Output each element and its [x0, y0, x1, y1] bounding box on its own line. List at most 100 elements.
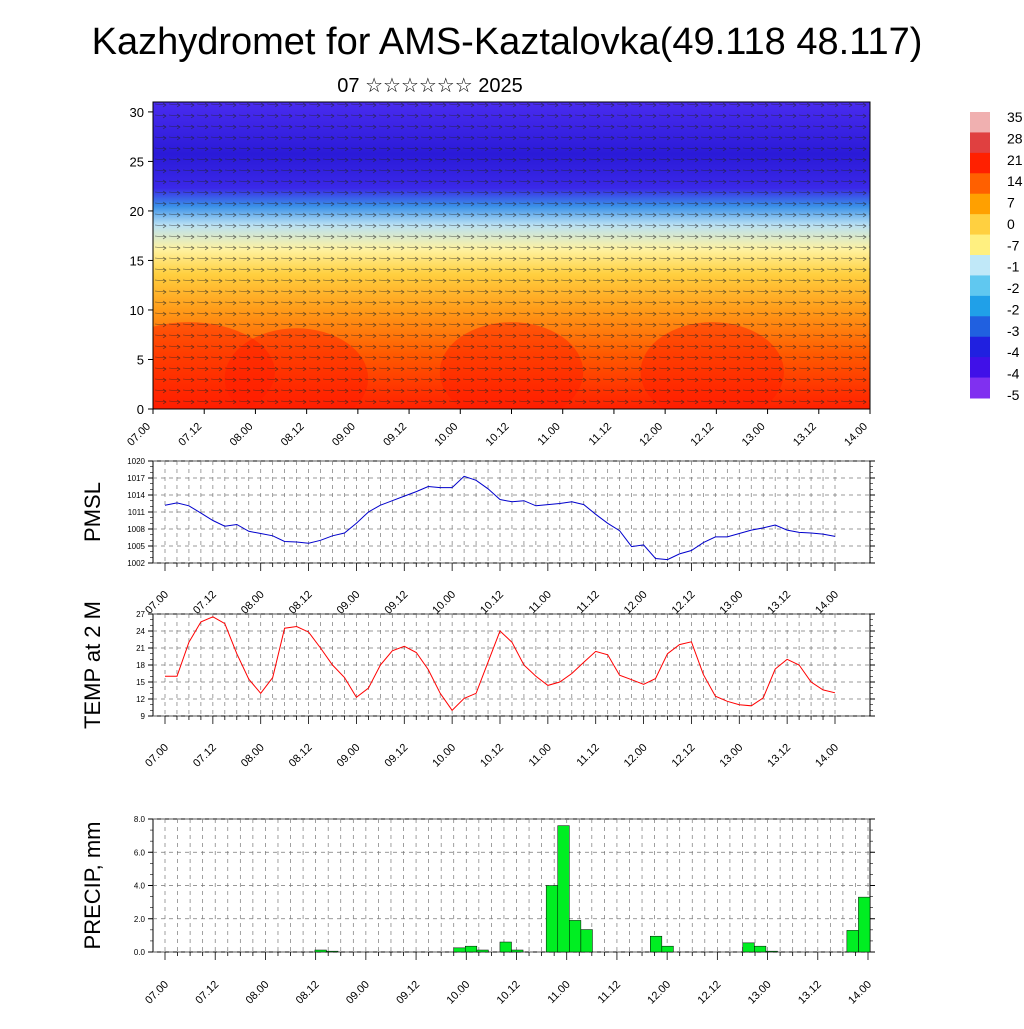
- x-tick-label: 07.12: [191, 742, 219, 770]
- precip-bar: [476, 949, 489, 953]
- chart-subtitle: 07 ☆☆☆☆☆☆ 2025: [337, 75, 522, 97]
- colorbar-swatch: [970, 214, 990, 236]
- x-tick-label: 09.12: [382, 742, 410, 770]
- x-tick-label: 10.00: [432, 421, 460, 449]
- y-axis-label: PRECIP, mm: [80, 822, 105, 950]
- x-tick-label: 09.00: [335, 589, 363, 617]
- y-tick-label: 0: [137, 402, 144, 417]
- precip-bar: [557, 825, 570, 953]
- x-tick-label: 07.12: [193, 979, 221, 1007]
- colorbar-swatch: [970, 295, 990, 317]
- x-tick-label: 14.00: [813, 589, 841, 617]
- precip-bar: [765, 950, 778, 953]
- colorbar-swatch: [970, 173, 990, 195]
- y-tick-label: 4.0: [134, 882, 146, 891]
- x-tick-label: 12.12: [696, 979, 724, 1007]
- colorbar-label: -3: [1007, 323, 1020, 339]
- x-tick-label: 11.12: [587, 421, 614, 448]
- x-tick-label: 09.12: [381, 421, 409, 449]
- x-tick-label: 13.12: [796, 979, 824, 1007]
- x-tick-label: 08.00: [239, 589, 267, 617]
- x-tick-label: 10.12: [478, 589, 506, 617]
- x-tick-label: 12.12: [689, 421, 717, 449]
- y-tick-label: 10: [130, 303, 144, 318]
- x-tick-label: 10.00: [444, 979, 472, 1007]
- y-tick-label: 25: [130, 154, 144, 169]
- colorbar-label: -2: [1007, 280, 1020, 296]
- y-tick-label: 1002: [127, 559, 145, 568]
- precip-bar: [754, 945, 767, 953]
- colorbar-label: -4: [1007, 366, 1020, 382]
- y-tick-label: 18: [136, 661, 145, 670]
- y-axis-label: PMSL: [80, 482, 105, 542]
- precip-bar: [326, 950, 339, 953]
- precip-bar: [453, 947, 466, 953]
- x-tick-label: 11.00: [527, 589, 554, 616]
- colorbar: 35 28 21 14 7 0 -7 -1 -2 -2 -3 -4 -4 -5: [970, 109, 1023, 403]
- y-tick-label: 2.0: [134, 915, 146, 924]
- x-tick-label: 10.00: [430, 589, 458, 617]
- y-tick-label: 5: [137, 352, 144, 367]
- panel-frame: [152, 818, 871, 953]
- x-tick-label: 11.00: [545, 979, 572, 1006]
- pmsl-line: [164, 475, 836, 561]
- x-tick-label: 08.00: [239, 742, 267, 770]
- colorbar-swatch: [970, 112, 990, 133]
- precip-bar: [499, 941, 512, 953]
- x-tick-label: 11.12: [574, 589, 601, 616]
- colorbar-label: -7: [1007, 237, 1020, 253]
- precip-bar: [661, 945, 674, 953]
- x-tick-label: 11.00: [527, 742, 554, 769]
- y-tick-label: 0.0: [134, 948, 146, 957]
- precip-bar: [569, 920, 582, 953]
- x-tick-label: 08.00: [228, 421, 256, 449]
- temp-2m-panel: 27 24 21 18 15 12 9 07.00 07.12 08.00 08.12 09.00 09…: [80, 601, 875, 770]
- x-tick-label: 08.12: [287, 589, 315, 617]
- colorbar-label: 0: [1007, 216, 1015, 232]
- x-tick-label: 09.12: [394, 979, 422, 1007]
- wind-vectors: [153, 102, 870, 409]
- x-tick-label: 07.12: [176, 421, 204, 449]
- colorbar-swatch: [970, 275, 990, 297]
- colorbar-label: -5: [1007, 387, 1020, 403]
- x-tick-label: 14.00: [846, 979, 874, 1007]
- x-tick-label: 13.00: [717, 742, 745, 770]
- y-tick-label: 8.0: [134, 815, 146, 824]
- x-tick-label: 12.12: [670, 742, 698, 770]
- x-tick-label: 08.12: [279, 421, 307, 449]
- x-tick-label: 07.00: [143, 589, 171, 617]
- colorbar-swatch: [970, 316, 990, 338]
- colorbar-label: 21: [1007, 152, 1023, 168]
- x-tick-label: 12.00: [622, 742, 650, 770]
- y-tick-label: 1011: [128, 508, 146, 517]
- x-tick-label: 13.00: [746, 979, 774, 1007]
- y-tick-label: 1014: [127, 491, 145, 500]
- x-tick-label: 12.12: [670, 589, 698, 617]
- x-tick-label: 14.00: [813, 742, 841, 770]
- y-tick-label: 24: [136, 627, 145, 636]
- y-tick-label: 20: [130, 204, 144, 219]
- x-tick-label: 10.12: [478, 742, 506, 770]
- precip-bar: [858, 896, 871, 953]
- x-tick-label: 12.00: [645, 979, 673, 1007]
- precip-bar: [650, 935, 663, 953]
- precip-bar: [742, 942, 755, 953]
- colorbar-label: 28: [1007, 130, 1023, 146]
- x-tick-label: 12.00: [622, 589, 650, 617]
- precip-bar: [545, 885, 559, 953]
- colorbar-swatch: [970, 255, 990, 276]
- x-tick-label: 08.12: [287, 742, 315, 770]
- y-tick-label: 1020: [127, 457, 145, 466]
- x-tick-label: 07.00: [143, 979, 171, 1007]
- colorbar-label: -4: [1007, 344, 1020, 360]
- colorbar-label: -2: [1007, 301, 1020, 317]
- colorbar-swatch: [970, 132, 990, 154]
- colorbar-swatch: [970, 234, 990, 256]
- x-tick-label: 08.12: [294, 979, 322, 1007]
- colorbar-label: -1: [1007, 259, 1020, 275]
- y-tick-label: 6.0: [134, 848, 146, 857]
- x-tick-label: 11.12: [596, 979, 623, 1006]
- colorbar-swatch: [970, 377, 990, 399]
- temp-2m-line: [165, 616, 836, 712]
